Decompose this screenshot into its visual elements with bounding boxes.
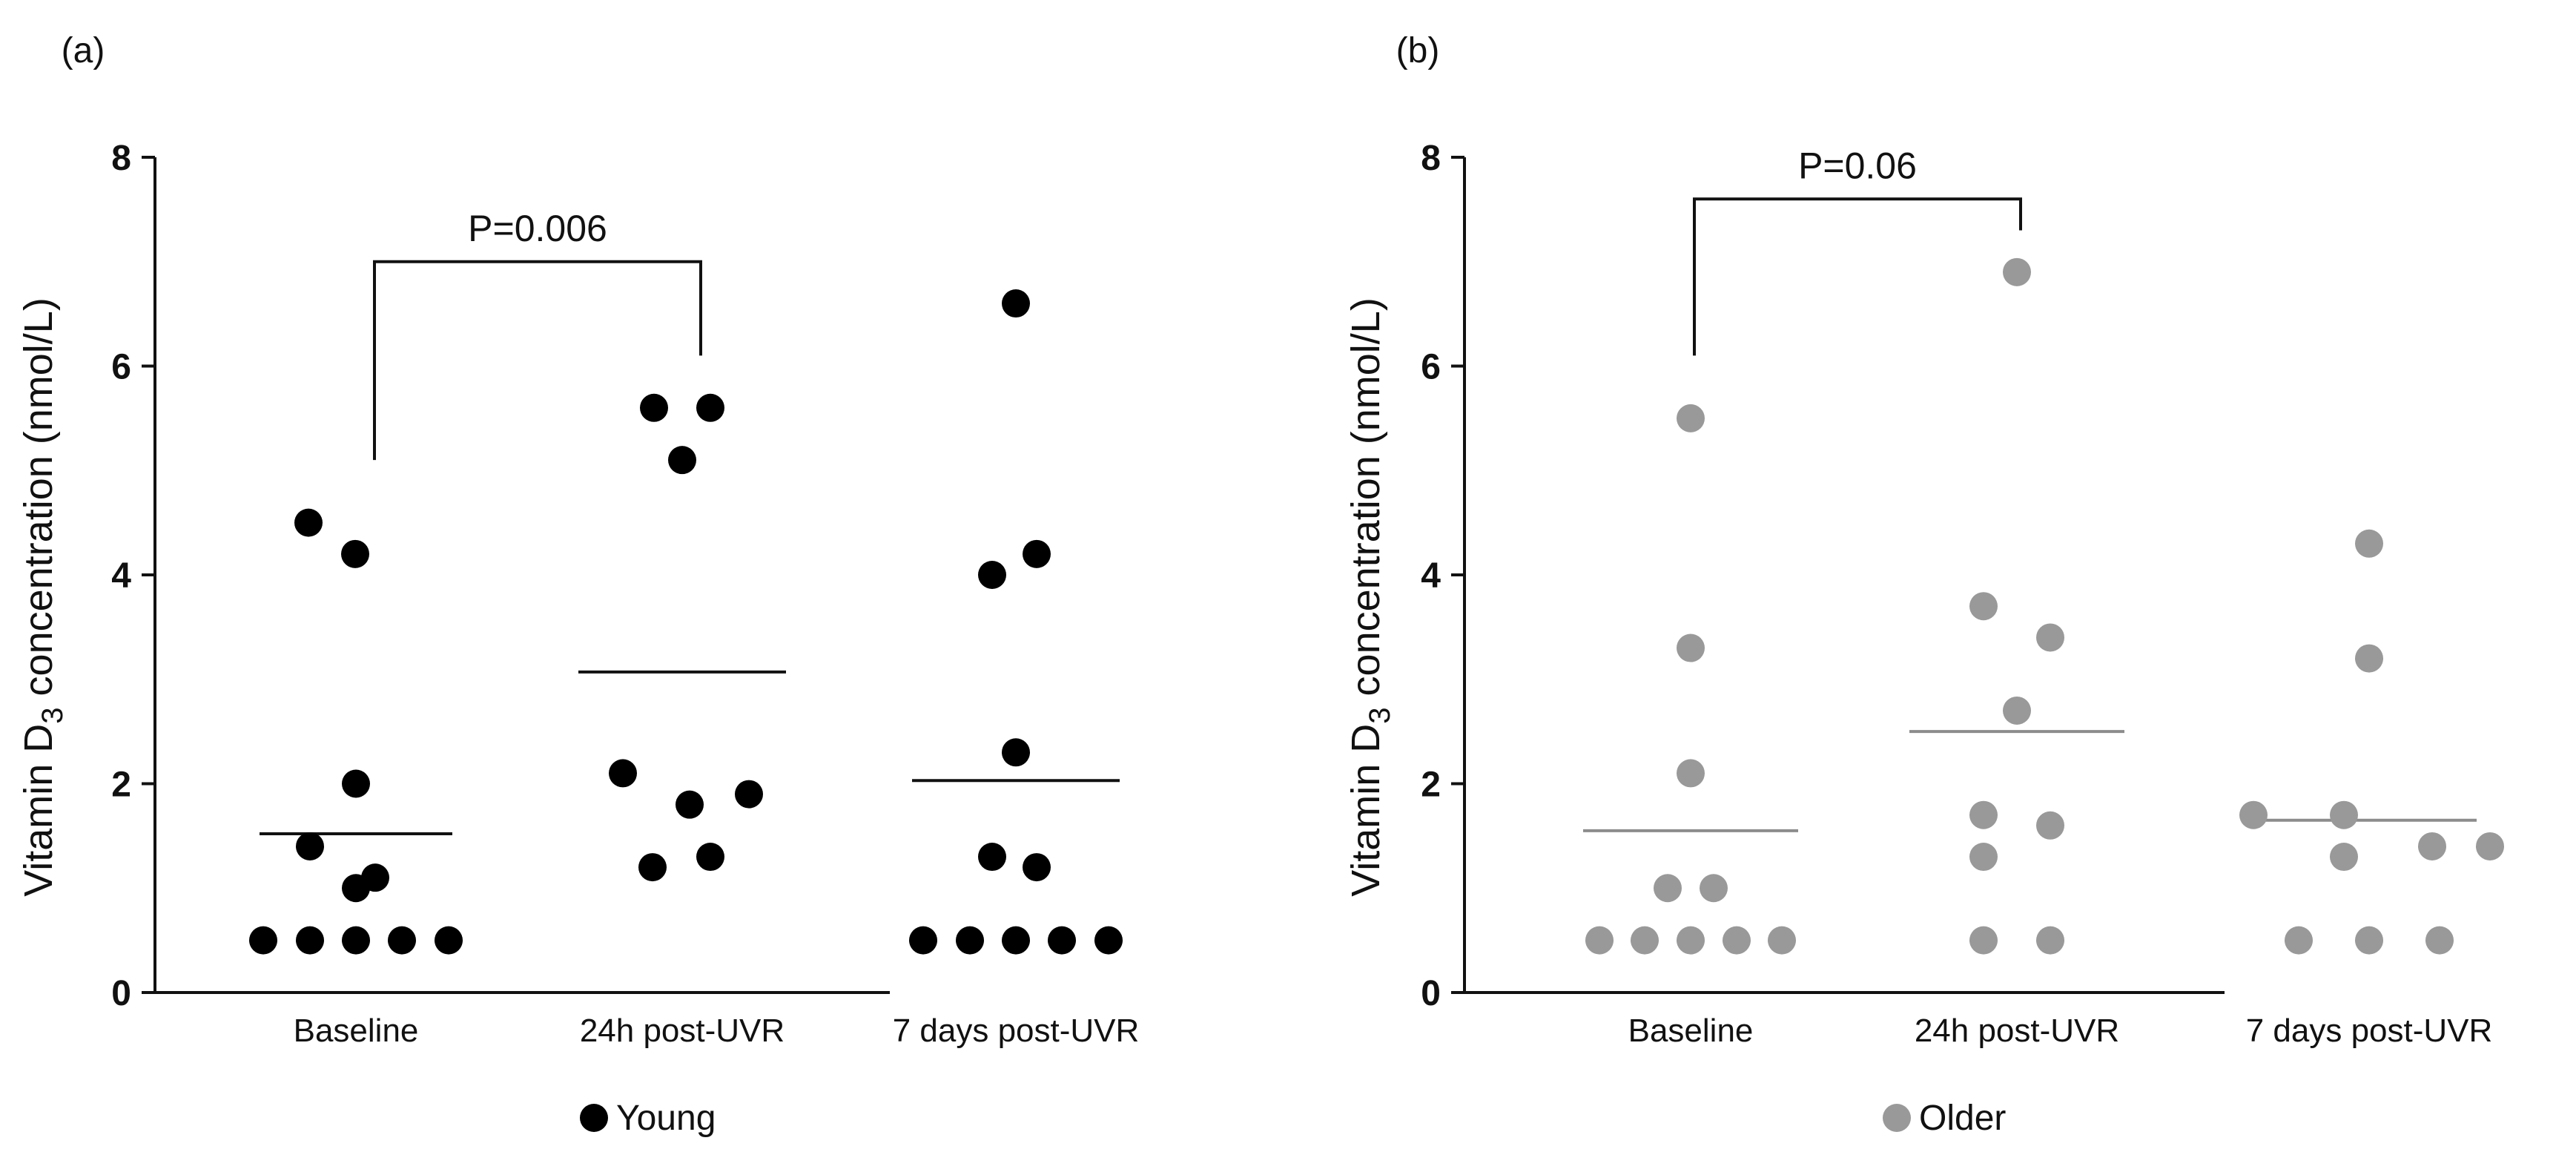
data-point [1969,592,1998,621]
data-point [2285,926,2313,955]
data-point [1023,539,1051,568]
data-point [342,874,370,903]
y-tick-label: 6 [1421,348,1441,387]
data-point [1969,800,1998,829]
data-point [1677,404,1705,432]
legend-label: Older [1919,1099,2006,1138]
data-point [1094,926,1123,955]
y-axis-label: Vitamin D3 concentration (nmol/L) [16,297,69,897]
significance-bracket [1693,197,2022,356]
legend-marker [580,1104,608,1132]
legend: Older [1883,1099,2006,1138]
y-tick-label: 0 [1421,974,1441,1013]
data-point [2355,644,2383,673]
data-point [638,853,667,882]
data-point [1002,289,1030,318]
x-tick-label: 7 days post-UVR [893,1013,1140,1049]
data-point [1677,633,1705,662]
data-point [435,926,463,955]
data-point [1631,926,1659,955]
data-point [341,539,369,568]
data-point [1969,843,1998,872]
data-point [2418,832,2446,860]
y-axis-label-subscript: 3 [36,707,69,723]
data-point [1969,926,1998,955]
y-tick-label: 4 [1421,556,1441,596]
data-point [609,759,637,788]
data-point [2036,811,2064,840]
y-axis-label: Vitamin D3 concentration (nmol/L) [1344,297,1396,897]
data-point [676,790,704,819]
data-point [2355,529,2383,558]
p-value-annotation: P=0.06 [1798,145,1917,186]
y-axis-label-subscript: 3 [1364,707,1396,723]
legend: Young [580,1099,716,1138]
y-tick-label: 8 [1421,139,1441,178]
y-axis-label-main: Vitamin D [1344,724,1388,897]
data-point [249,926,277,955]
data-point [640,393,668,422]
y-axis-label-main: Vitamin D [16,724,61,897]
data-point [2239,800,2268,829]
data-point [2330,843,2358,872]
data-point [696,843,724,872]
data-point [668,446,696,475]
data-point [1023,853,1051,882]
data-point [1700,874,1728,903]
data-point [1677,926,1705,955]
data-point [296,926,324,955]
data-point [1048,926,1076,955]
y-tick-label: 6 [111,348,131,387]
data-point [696,393,724,422]
significance-bracket [373,260,702,461]
data-point [956,926,984,955]
p-value-annotation: P=0.006 [468,208,607,249]
data-point [1002,738,1030,767]
data-point [1002,926,1030,955]
x-tick-label: 7 days post-UVR [2246,1013,2493,1049]
data-point [2036,926,2064,955]
y-axis-label-tail: concentration (nmol/L) [1344,297,1388,707]
y-tick-label: 0 [111,974,131,1013]
data-point [2425,926,2454,955]
data-point [2355,926,2383,955]
data-point [1654,874,1682,903]
data-point [294,508,323,537]
panel-a: (a) 0 2 4 6 8 Vitamin D3 concentration (nmol/L… [16,31,1139,1138]
panel-b: (b) 0 2 4 6 8 Vitamin D3 concentration (nmol/L… [1344,31,2504,1138]
data-point [342,769,370,798]
y-tick-label: 8 [111,139,131,178]
panel-label: (a) [62,31,105,70]
data-point [2476,832,2504,860]
data-point [2003,257,2031,286]
y-tick-label: 2 [1421,766,1441,805]
data-point [1677,759,1705,788]
data-point [735,780,763,809]
x-tick-label: Baseline [294,1013,419,1049]
y-axis-label-tail: concentration (nmol/L) [16,297,61,707]
data-point [296,832,324,860]
data-point [1585,926,1614,955]
legend-marker [1883,1104,1911,1132]
panel-label: (b) [1396,31,1440,70]
x-tick-label: Baseline [1628,1013,1754,1049]
data-point [978,561,1006,589]
y-tick-label: 4 [111,556,131,596]
data-point [909,926,937,955]
x-tick-label: 24h post-UVR [1915,1013,2119,1049]
data-point [342,926,370,955]
data-point [2330,800,2358,829]
data-point [2036,623,2064,652]
legend-label: Young [616,1099,716,1138]
data-point [978,843,1006,872]
data-point [1768,926,1796,955]
data-point [2003,696,2031,725]
data-point [1723,926,1751,955]
x-tick-label: 24h post-UVR [580,1013,785,1049]
data-point [388,926,416,955]
y-tick-label: 2 [111,766,131,805]
